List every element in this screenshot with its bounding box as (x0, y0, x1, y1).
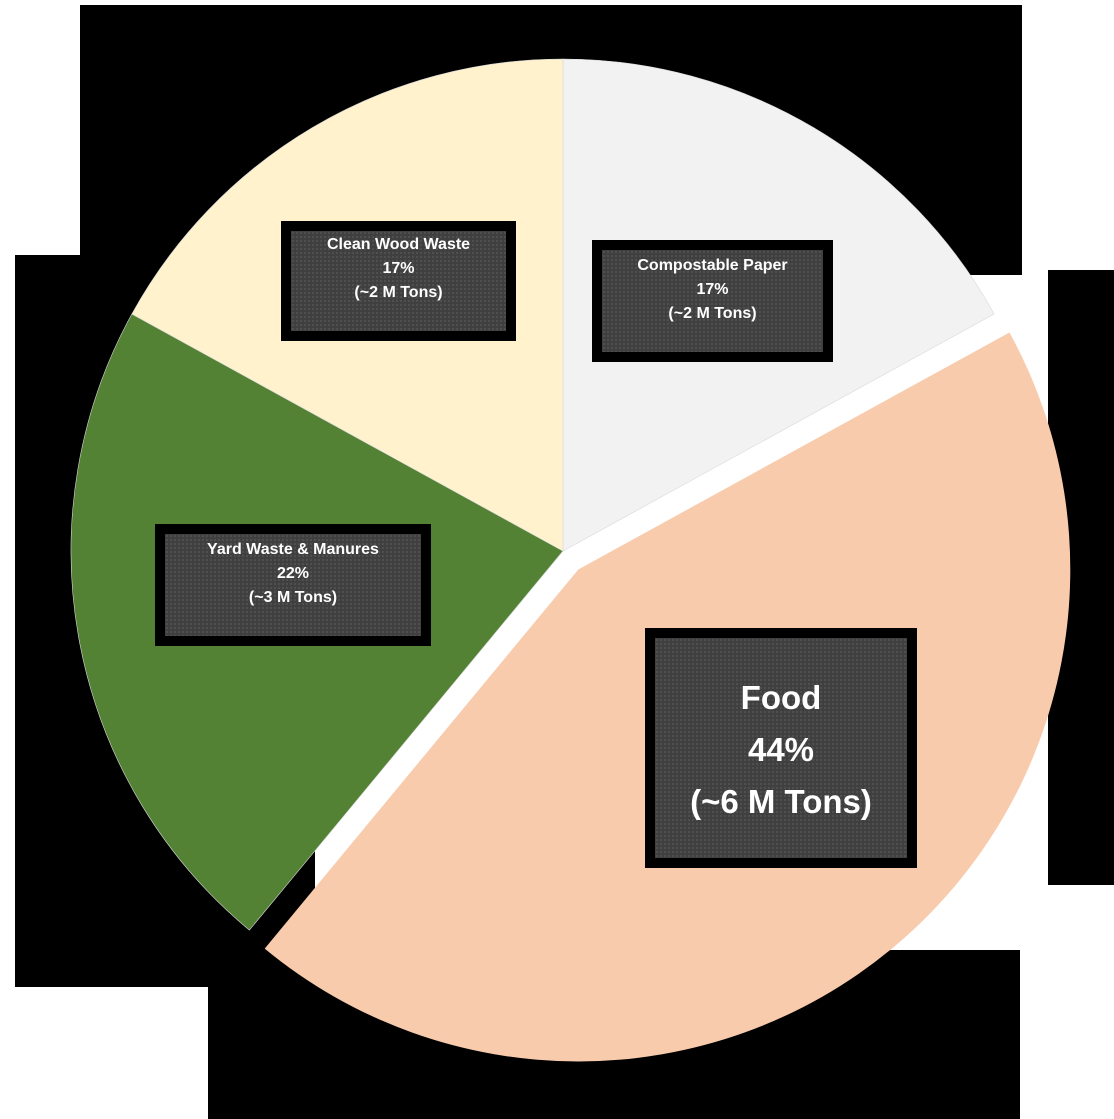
data-label-name: Clean Wood Waste (326, 236, 471, 253)
data-label-percent: 44% (747, 731, 815, 768)
data-label-tons: (~3 M Tons) (248, 589, 338, 606)
data-label-tons: (~2 M Tons) (354, 284, 443, 301)
data-label-yard-waste-manures: Yard Waste & Manures 22% (~3 M Tons) (155, 524, 431, 646)
data-label-percent: 17% (382, 260, 415, 277)
data-label-name: Yard Waste & Manures (207, 541, 379, 558)
data-label-percent: 22% (276, 565, 310, 582)
data-label-percent: 17% (696, 281, 729, 298)
data-label-name: Food (740, 679, 822, 716)
data-label-tons: (~6 M Tons) (690, 783, 872, 820)
data-label-name: Compostable Paper (637, 257, 788, 274)
data-label-tons: (~2 M Tons) (668, 305, 757, 322)
data-label-food: Food 44% (~6 M Tons) (645, 628, 917, 868)
data-label-compostable-paper: Compostable Paper 17% (~2 M Tons) (592, 240, 833, 362)
data-label-clean-wood-waste: Clean Wood Waste 17% (~2 M Tons) (281, 221, 516, 341)
